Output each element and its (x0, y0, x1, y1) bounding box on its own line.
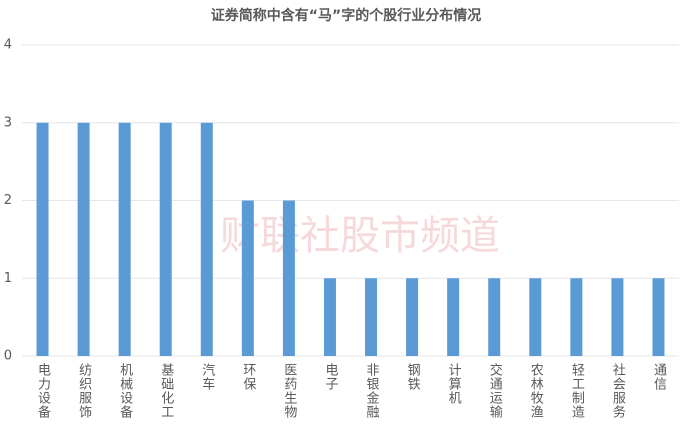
x-tick-label: 环保 (240, 363, 256, 391)
bar (488, 278, 501, 356)
x-tick-label: 电子 (322, 363, 338, 391)
y-tick-label: 4 (4, 38, 12, 53)
bar (365, 278, 378, 356)
y-tick-label: 0 (4, 349, 12, 364)
x-tick-label: 钢铁 (405, 363, 421, 391)
x-tick-label: 非银金融 (364, 363, 380, 419)
bar (570, 278, 583, 356)
bar (447, 278, 460, 356)
bar (652, 278, 665, 356)
bar (159, 122, 172, 356)
y-tick-label: 2 (4, 193, 12, 208)
bar (36, 122, 49, 356)
x-tick-label: 计算机 (446, 363, 462, 405)
bar (323, 278, 336, 356)
bar (406, 278, 419, 356)
chart-title: 证券简称中含有“马”字的个股行业分布情况 (211, 7, 481, 24)
bar (241, 200, 254, 356)
y-tick-label: 1 (4, 271, 12, 286)
x-tick-label: 电力设备 (35, 363, 51, 419)
x-tick-label: 基础化工 (158, 363, 174, 419)
x-tick-label: 社会服务 (610, 362, 626, 419)
x-tick-label: 机械设备 (117, 363, 133, 419)
x-tick-label: 交通运输 (487, 362, 503, 419)
bar (529, 278, 542, 356)
bar (611, 278, 624, 356)
bar (282, 200, 295, 356)
bar (200, 122, 213, 356)
watermark: 财联社股市频道 (220, 213, 500, 259)
bar (77, 122, 90, 356)
x-tick-label: 医药生物 (281, 363, 297, 419)
y-tick-label: 3 (4, 115, 12, 130)
x-tick-label: 纺织服饰 (76, 363, 92, 419)
x-tick-label: 通信 (651, 363, 667, 391)
x-tick-label: 轻工制造 (569, 363, 585, 419)
x-tick-label: 农林牧渔 (528, 363, 544, 419)
bar (118, 122, 131, 356)
x-tick-label: 汽车 (199, 363, 215, 391)
